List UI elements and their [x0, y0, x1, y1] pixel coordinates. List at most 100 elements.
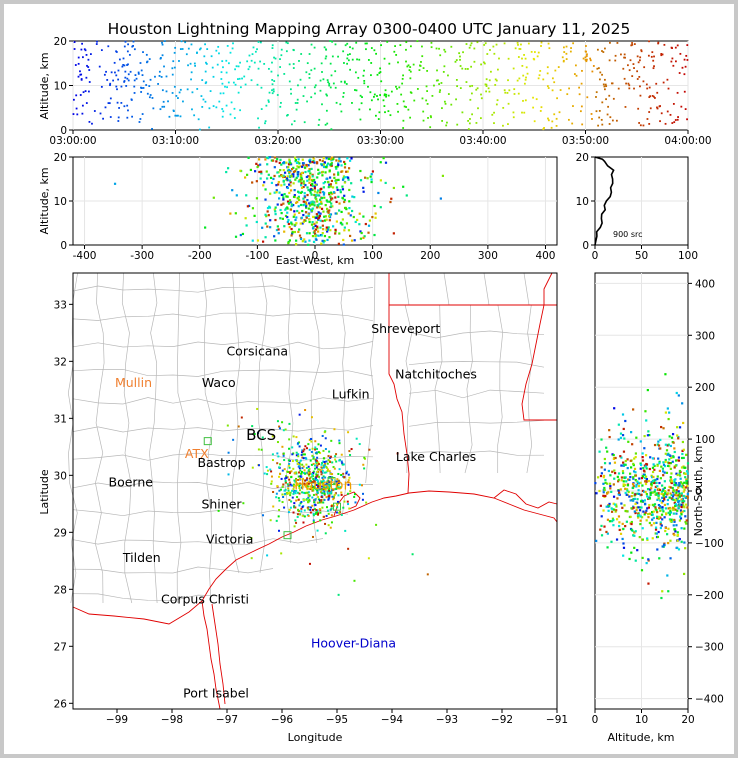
time-altitude-point [580, 105, 583, 108]
east-west-point [273, 208, 276, 211]
time-altitude-point [296, 98, 299, 101]
time-altitude-point [486, 53, 489, 55]
time-altitude-point [373, 49, 376, 52]
time-altitude-point [148, 58, 151, 60]
map-source-point [269, 519, 272, 522]
time-altitude-point [405, 41, 408, 44]
north-south-point [656, 485, 659, 488]
map-source-point [319, 511, 322, 514]
east-west-point [235, 194, 238, 197]
north-south-point [606, 532, 609, 535]
east-west-point [320, 207, 324, 210]
east-west-point [279, 208, 282, 212]
map-source-point [342, 463, 345, 466]
time-altitude-point [464, 68, 467, 70]
map-source-point [266, 554, 269, 557]
time-altitude-point [199, 47, 202, 50]
east-west-point [335, 186, 339, 189]
east-west-point [327, 186, 330, 189]
time-altitude-point [118, 58, 121, 61]
east-west-point [317, 194, 320, 197]
north-south-point [628, 557, 631, 561]
east-west-point [314, 234, 317, 238]
east-west-point [326, 230, 329, 233]
north-south-point [672, 524, 675, 527]
parish-line [526, 304, 533, 474]
map-source-point [337, 481, 340, 484]
county-line [365, 272, 376, 484]
map-source-point [295, 499, 298, 502]
north-south-point [649, 456, 652, 459]
east-west-point [266, 163, 269, 166]
map-source-point [326, 492, 329, 495]
map-source-point [340, 473, 343, 476]
north-south-point [660, 465, 663, 468]
lma-stations [203, 437, 341, 540]
time-altitude-point [480, 97, 483, 100]
map-source-point [313, 467, 316, 470]
east-west-point [312, 240, 316, 243]
city-label: Lake Charles [396, 449, 476, 464]
time-altitude-point [413, 99, 416, 102]
east-west-point [297, 197, 300, 200]
time-altitude-point [652, 59, 655, 62]
east-west-point [298, 234, 302, 237]
east-west-point [264, 198, 267, 201]
time-altitude-point [429, 115, 432, 118]
east-west-point [301, 165, 304, 168]
map-source-point [322, 466, 325, 469]
time-altitude-point [370, 99, 373, 102]
map-source-point [335, 480, 338, 483]
map-source-point [296, 496, 299, 499]
time-altitude-point [171, 73, 174, 76]
time-altitude-point [492, 45, 495, 48]
city-label: Waco [202, 375, 236, 390]
time-altitude-point [386, 40, 389, 43]
time-altitude-point [475, 122, 478, 124]
east-west-point [318, 171, 321, 174]
map-source-point [342, 472, 345, 475]
north-south-point [621, 537, 624, 541]
map-source-point [337, 472, 340, 475]
time-altitude-point [490, 70, 492, 73]
east-west-point [323, 219, 327, 222]
east-west-point [321, 159, 324, 163]
east-west-point [274, 210, 277, 213]
map-source-point [304, 479, 307, 482]
north-south-point [683, 509, 686, 513]
north-south-point [680, 466, 684, 469]
time-altitude-point [631, 43, 634, 46]
east-west-point [317, 172, 320, 175]
map-source-point [287, 487, 290, 490]
north-south-point [674, 498, 677, 502]
map-source-point [336, 506, 339, 509]
north-south-point [632, 463, 635, 467]
time-altitude-point [321, 71, 323, 73]
time-altitude-point [254, 50, 257, 53]
north-south-point [682, 490, 685, 493]
map-source-point [288, 462, 291, 465]
time-altitude-point [279, 105, 282, 108]
time-altitude-point [308, 53, 311, 55]
map-frame [72, 272, 558, 710]
north-south-point [673, 520, 676, 523]
north-south-point [600, 534, 604, 537]
north-south-point [613, 477, 616, 480]
map-source-point [280, 552, 283, 555]
map-source-point [314, 512, 317, 515]
time-altitude-point [471, 113, 473, 116]
east-west-point [283, 175, 286, 178]
map-source-point [282, 452, 285, 455]
east-west-point [289, 189, 293, 192]
east-west-point [324, 171, 327, 174]
map-source-point [328, 484, 331, 487]
map-source-point [278, 509, 281, 512]
time-altitude-point [517, 56, 520, 58]
east-west-point [303, 182, 306, 185]
time-altitude-point [495, 103, 498, 106]
map-source-point [322, 487, 325, 490]
north-south-point [658, 469, 661, 472]
time-altitude-point [663, 43, 666, 46]
time-altitude-point [376, 95, 378, 97]
map-source-point [335, 511, 338, 514]
